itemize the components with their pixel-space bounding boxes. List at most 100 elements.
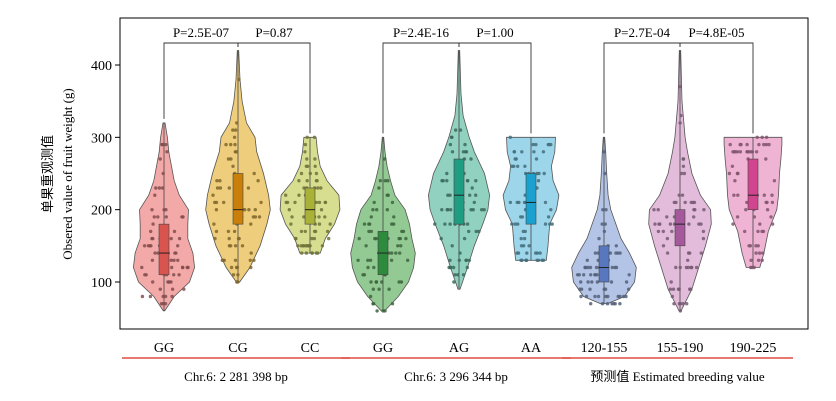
- data-point: [293, 200, 297, 205]
- p-value-label: P=2.7E-04: [614, 25, 671, 40]
- data-point: [256, 179, 260, 183]
- y-axis-label-cn: 单果重观测值: [40, 135, 55, 213]
- data-point: [448, 222, 452, 226]
- data-point: [252, 171, 256, 176]
- data-point: [368, 294, 373, 299]
- data-point: [614, 251, 618, 255]
- data-point: [674, 265, 678, 270]
- data-point: [618, 251, 622, 255]
- data-point: [590, 280, 594, 284]
- data-point: [665, 215, 669, 219]
- data-point: [665, 236, 670, 241]
- data-point: [173, 251, 177, 255]
- x-axis-labels: GG CG CC Chr.6: 2 281 398 bp GG AG AA Chr.6: 3 …: [122, 341, 793, 384]
- data-point: [624, 280, 629, 284]
- data-point: [290, 215, 294, 219]
- data-point: [319, 208, 324, 212]
- data-point: [140, 265, 144, 270]
- data-point: [674, 200, 678, 205]
- x-category-label: 155-190: [657, 341, 704, 356]
- x-category-label: AA: [521, 341, 542, 356]
- data-point: [689, 200, 693, 205]
- data-point: [249, 251, 253, 255]
- data-point: [231, 273, 236, 277]
- data-point: [284, 193, 288, 197]
- data-point: [224, 142, 228, 147]
- data-point: [520, 258, 524, 262]
- data-point: [170, 265, 174, 270]
- comparison-bracket: [603, 42, 681, 134]
- data-point: [677, 302, 682, 306]
- data-point: [613, 302, 617, 306]
- data-point: [361, 273, 365, 277]
- data-point: [596, 294, 601, 299]
- data-point: [214, 208, 219, 212]
- data-point: [600, 222, 604, 226]
- data-point: [543, 222, 548, 226]
- data-point: [546, 215, 551, 219]
- data-point: [246, 186, 251, 190]
- data-point: [601, 208, 605, 212]
- x-category-label: 190-225: [730, 341, 777, 356]
- data-point: [369, 280, 373, 284]
- data-point: [532, 150, 536, 154]
- data-point: [585, 258, 589, 262]
- data-point: [589, 273, 593, 277]
- data-point: [369, 215, 373, 219]
- data-point: [215, 179, 219, 183]
- data-point: [469, 157, 473, 161]
- data-point: [285, 200, 290, 205]
- data-point: [670, 229, 674, 234]
- data-point: [154, 186, 158, 190]
- data-point: [153, 193, 157, 197]
- data-point: [614, 244, 618, 248]
- data-point: [578, 287, 582, 291]
- data-point: [736, 193, 740, 197]
- data-point: [303, 244, 308, 248]
- data-point: [297, 193, 301, 197]
- data-point: [603, 222, 607, 226]
- data-point: [510, 222, 514, 226]
- data-point: [312, 229, 317, 234]
- data-point: [303, 142, 308, 147]
- data-point: [457, 258, 461, 262]
- group-label: Chr.6: 2 281 398 bp: [184, 369, 288, 384]
- data-point: [406, 258, 410, 262]
- box-2-1: [674, 209, 686, 247]
- data-point: [451, 265, 456, 270]
- data-point: [440, 208, 444, 212]
- plot-frame: [119, 17, 809, 330]
- data-point: [251, 215, 256, 219]
- data-point: [305, 157, 309, 161]
- data-point: [677, 193, 681, 197]
- data-point: [240, 244, 245, 248]
- data-point: [543, 200, 548, 205]
- data-point: [317, 200, 322, 205]
- data-point: [467, 258, 471, 262]
- data-point: [727, 171, 732, 176]
- data-point: [143, 273, 147, 277]
- data-point: [536, 258, 541, 262]
- data-point: [176, 258, 180, 262]
- data-point: [213, 236, 217, 241]
- data-point: [480, 208, 484, 212]
- y-tick-label: 300: [91, 131, 112, 146]
- data-point: [683, 200, 687, 205]
- data-point: [522, 200, 527, 205]
- data-point: [600, 302, 605, 306]
- data-point: [765, 200, 769, 205]
- box-2-0: [598, 245, 610, 283]
- data-point: [653, 222, 657, 226]
- data-point: [226, 157, 231, 161]
- data-point: [749, 258, 753, 262]
- data-point: [229, 265, 234, 270]
- data-point: [234, 150, 239, 154]
- data-point: [310, 251, 314, 255]
- data-point: [769, 215, 773, 219]
- data-point: [747, 244, 751, 248]
- data-point: [586, 280, 590, 284]
- data-point: [211, 193, 215, 197]
- data-point: [161, 302, 166, 306]
- data-point: [474, 229, 478, 234]
- data-point: [287, 208, 291, 212]
